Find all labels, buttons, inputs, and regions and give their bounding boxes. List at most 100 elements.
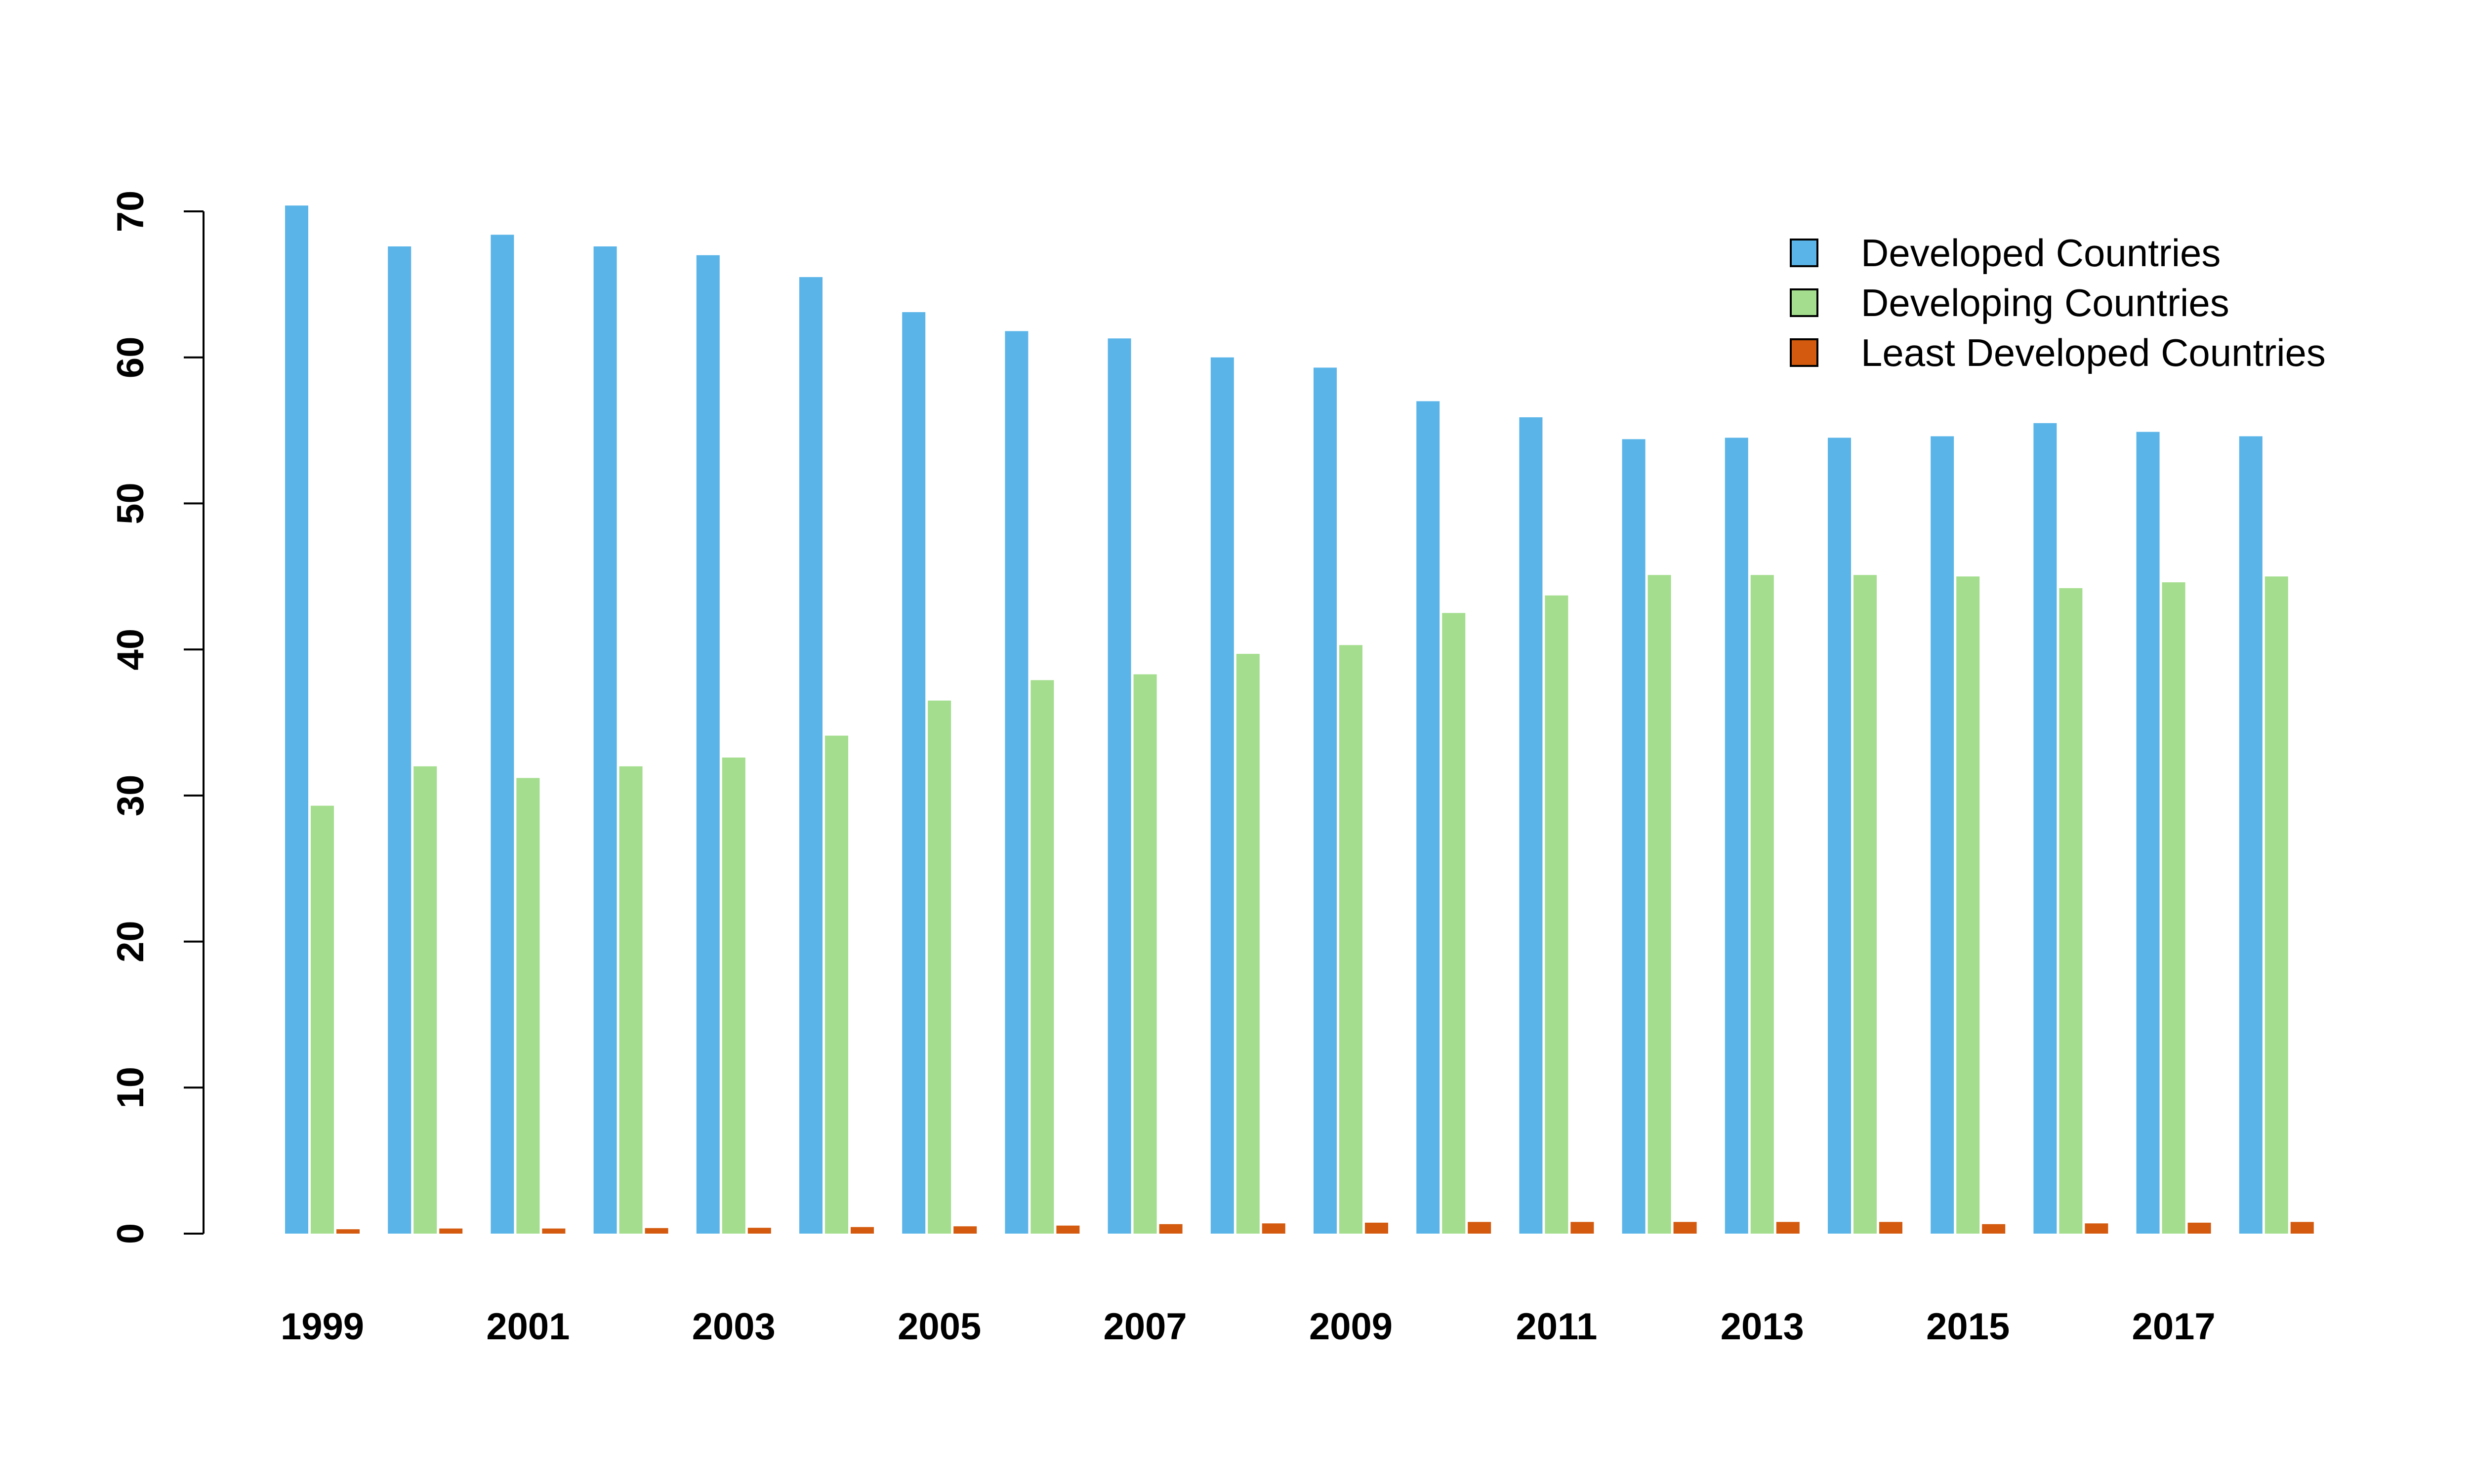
bar-group-2000 bbox=[388, 246, 463, 1234]
bar-group-2017 bbox=[2136, 432, 2211, 1234]
bar-2004-series-3 bbox=[851, 1227, 874, 1234]
bar-2003-series-2 bbox=[722, 757, 745, 1234]
y-tick-label-0: 0 bbox=[110, 1223, 152, 1244]
bar-2003-series-3 bbox=[747, 1228, 771, 1234]
y-axis: 0 10 20 30 40 50 60 70 bbox=[110, 191, 205, 1244]
bar-2015-series-3 bbox=[1982, 1224, 2006, 1234]
bar-2016-series-3 bbox=[2085, 1223, 2108, 1234]
bar-2014-series-3 bbox=[1879, 1222, 1902, 1234]
bar-2007-series-3 bbox=[1159, 1224, 1183, 1234]
bar-2014-series-1 bbox=[1828, 438, 1851, 1234]
legend-label-1: Developed Countries bbox=[1861, 231, 2221, 275]
bar-group-2013 bbox=[1725, 438, 1800, 1234]
bar-group-2007 bbox=[1108, 338, 1183, 1234]
y-tick-label-20: 20 bbox=[110, 921, 152, 963]
y-tick-label-50: 50 bbox=[110, 482, 152, 524]
bar-2002-series-1 bbox=[593, 246, 617, 1234]
bar-2000-series-2 bbox=[413, 766, 437, 1234]
x-tick-label-2011: 2011 bbox=[1516, 1306, 1597, 1348]
bar-2000-series-3 bbox=[439, 1228, 463, 1234]
bar-2008-series-2 bbox=[1236, 654, 1260, 1234]
bar-group-2014 bbox=[1828, 438, 1902, 1234]
bar-2001-series-2 bbox=[516, 778, 540, 1234]
bar-2017-series-2 bbox=[2162, 582, 2185, 1234]
bar-2013-series-3 bbox=[1776, 1222, 1800, 1234]
bar-2008-series-3 bbox=[1262, 1223, 1285, 1234]
y-tick-label-70: 70 bbox=[110, 191, 152, 233]
bar-2010-series-1 bbox=[1416, 401, 1440, 1234]
bar-1999-series-3 bbox=[336, 1229, 360, 1234]
bar-2004-series-1 bbox=[799, 277, 823, 1234]
bar-2005-series-1 bbox=[902, 312, 926, 1234]
bar-2001-series-1 bbox=[491, 235, 514, 1234]
legend: Developed Countries Developing Countries L… bbox=[1790, 231, 2326, 374]
bar-group-2018 bbox=[2239, 436, 2314, 1234]
bar-2010-series-3 bbox=[1468, 1222, 1491, 1234]
bar-2015-series-1 bbox=[1931, 436, 1954, 1234]
bar-group-2004 bbox=[799, 277, 874, 1234]
bar-2000-series-1 bbox=[388, 246, 412, 1234]
bar-2002-series-2 bbox=[619, 766, 643, 1234]
legend-label-3: Least Developed Countries bbox=[1861, 331, 2326, 374]
legend-item-3: Least Developed Countries bbox=[1790, 331, 2326, 374]
bar-2004-series-2 bbox=[825, 735, 848, 1234]
bar-1999-series-1 bbox=[285, 205, 308, 1234]
bar-2008-series-1 bbox=[1210, 357, 1234, 1234]
x-tick-label-2005: 2005 bbox=[898, 1306, 981, 1348]
bar-2002-series-3 bbox=[645, 1228, 668, 1234]
bar-2016-series-2 bbox=[2059, 588, 2083, 1234]
bar-2009-series-1 bbox=[1314, 367, 1337, 1234]
bar-2003-series-1 bbox=[696, 255, 720, 1234]
bar-2011-series-1 bbox=[1519, 417, 1543, 1234]
bar-2007-series-2 bbox=[1133, 674, 1157, 1234]
bar-group-2009 bbox=[1314, 367, 1388, 1234]
bar-group-2006 bbox=[1005, 331, 1080, 1234]
legend-swatch-3 bbox=[1790, 338, 1818, 367]
bars-layer bbox=[285, 205, 2314, 1234]
x-axis: 1999 2001 2003 2005 2007 2009 2011 2013 2015 2017 bbox=[281, 1306, 2216, 1348]
x-tick-label-2013: 2013 bbox=[1721, 1306, 1804, 1348]
x-tick-label-2009: 2009 bbox=[1309, 1306, 1393, 1348]
bar-2014-series-2 bbox=[1853, 575, 1877, 1234]
bar-group-2002 bbox=[593, 246, 668, 1234]
bar-1999-series-2 bbox=[311, 805, 334, 1234]
bar-2005-series-3 bbox=[953, 1226, 977, 1234]
bar-2018-series-1 bbox=[2239, 436, 2263, 1234]
x-tick-label-1999: 1999 bbox=[281, 1306, 364, 1348]
x-tick-label-2015: 2015 bbox=[1926, 1306, 2010, 1348]
bar-2017-series-1 bbox=[2136, 432, 2160, 1234]
y-tick-label-10: 10 bbox=[110, 1067, 152, 1109]
bar-2016-series-1 bbox=[2033, 423, 2057, 1234]
bar-2018-series-3 bbox=[2290, 1222, 2314, 1234]
bar-2006-series-1 bbox=[1005, 331, 1029, 1234]
bar-2013-series-2 bbox=[1750, 575, 1774, 1234]
legend-item-1: Developed Countries bbox=[1790, 231, 2221, 275]
legend-swatch-2 bbox=[1790, 288, 1818, 317]
bar-group-2001 bbox=[491, 235, 566, 1234]
x-tick-label-2017: 2017 bbox=[2132, 1306, 2216, 1348]
x-tick-label-2007: 2007 bbox=[1104, 1306, 1187, 1348]
bar-group-2003 bbox=[696, 255, 771, 1234]
x-tick-label-2003: 2003 bbox=[692, 1306, 776, 1348]
bar-2006-series-2 bbox=[1030, 680, 1054, 1234]
bar-group-2010 bbox=[1416, 401, 1491, 1234]
bar-2018-series-2 bbox=[2264, 576, 2288, 1234]
y-tick-label-40: 40 bbox=[110, 629, 152, 671]
bar-2011-series-2 bbox=[1545, 595, 1568, 1234]
bar-2010-series-2 bbox=[1442, 613, 1466, 1234]
bar-2011-series-3 bbox=[1570, 1222, 1594, 1234]
bar-2001-series-3 bbox=[542, 1228, 566, 1234]
y-tick-label-60: 60 bbox=[110, 336, 152, 378]
bar-2013-series-1 bbox=[1725, 438, 1748, 1234]
bar-group-2005 bbox=[902, 312, 977, 1234]
bar-2017-series-3 bbox=[2187, 1222, 2211, 1234]
bar-group-2012 bbox=[1622, 439, 1697, 1234]
bar-2007-series-1 bbox=[1108, 338, 1131, 1234]
bar-2009-series-2 bbox=[1339, 645, 1362, 1234]
legend-item-2: Developing Countries bbox=[1790, 281, 2229, 324]
bar-2009-series-3 bbox=[1365, 1222, 1388, 1234]
x-tick-label-2001: 2001 bbox=[486, 1306, 570, 1348]
bar-2012-series-2 bbox=[1647, 575, 1671, 1234]
